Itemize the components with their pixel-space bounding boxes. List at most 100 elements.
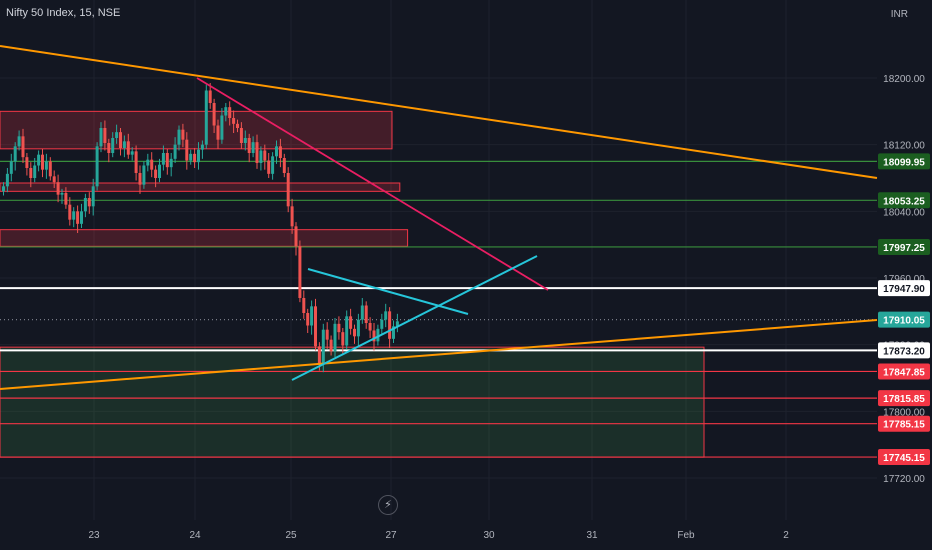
- candle-body: [212, 103, 216, 126]
- level-badge-label: 17997.25: [883, 243, 925, 254]
- y-tick-label: 18120.00: [883, 141, 925, 152]
- candle-body: [310, 306, 314, 326]
- candle-body: [119, 132, 122, 148]
- candle-body: [115, 132, 119, 138]
- candle-body: [48, 161, 52, 177]
- candle-body: [267, 160, 271, 174]
- candle-body: [44, 161, 48, 170]
- level-badge[interactable]: [878, 280, 930, 297]
- candle-body: [177, 129, 181, 145]
- candle-body: [76, 211, 80, 224]
- candle-body: [263, 150, 267, 161]
- candle-body: [68, 204, 72, 220]
- level-badge[interactable]: [878, 415, 930, 432]
- candle-body: [72, 211, 76, 220]
- supply-zone: [0, 110, 393, 150]
- y-tick-label: 17960.00: [883, 274, 925, 285]
- level-badge[interactable]: [878, 449, 930, 466]
- level-badge[interactable]: [878, 390, 930, 407]
- x-tick-label: 27: [385, 530, 397, 541]
- candle-body: [146, 159, 150, 166]
- y-tick-label: 17720.00: [883, 474, 925, 485]
- x-tick-label: 24: [189, 530, 201, 541]
- candle-body: [165, 153, 169, 168]
- level-badge-label: 17910.05: [883, 316, 925, 327]
- candle-body: [224, 107, 228, 116]
- candle-body: [134, 151, 138, 173]
- candle-body: [329, 339, 333, 352]
- candle-body: [193, 153, 197, 163]
- symbol-title[interactable]: Nifty 50 Index, 15, NSE: [6, 7, 121, 19]
- candle-body: [91, 186, 95, 207]
- candle-body: [41, 154, 44, 170]
- trendline: [0, 45, 878, 179]
- candle-body: [56, 182, 60, 195]
- candle-body: [333, 323, 337, 352]
- candle-body: [259, 150, 263, 163]
- level-badge-label: 17847.85: [883, 367, 925, 378]
- candle-body: [158, 164, 161, 178]
- candle-body: [204, 90, 208, 145]
- level-badge[interactable]: [878, 363, 930, 380]
- candle-body: [33, 165, 37, 178]
- x-tick-label: 2: [783, 530, 789, 541]
- x-tick-label: 31: [586, 530, 598, 541]
- candle-body: [95, 146, 99, 187]
- level-badge[interactable]: [878, 311, 930, 328]
- candle-body: [271, 156, 275, 174]
- candle-body: [142, 165, 146, 185]
- candle-body: [189, 153, 193, 161]
- candle-body: [290, 206, 294, 227]
- x-tick-label: 30: [483, 530, 495, 541]
- lightning-bolt-icon[interactable]: ⚡: [378, 495, 398, 515]
- horizontal-levels: [0, 160, 877, 458]
- candle-body: [278, 146, 282, 158]
- candle-body: [138, 173, 142, 185]
- price-axis[interactable]: 18200.0018120.0018040.0017960.0017880.00…: [878, 74, 930, 485]
- candle-body: [87, 198, 91, 207]
- candle-body: [255, 142, 259, 163]
- supply-zone: [0, 229, 409, 247]
- candle-body: [17, 136, 21, 147]
- candle-body: [52, 176, 56, 183]
- candle-body: [286, 173, 290, 207]
- candle-body: [337, 323, 341, 333]
- candle-body: [294, 226, 298, 247]
- candle-body: [173, 144, 177, 159]
- candle-body: [181, 129, 185, 140]
- candle-body: [356, 319, 360, 337]
- x-tick-label: Feb: [677, 530, 695, 541]
- y-tick-label: 18040.00: [883, 207, 925, 218]
- candle-body: [251, 142, 255, 153]
- candle-body: [314, 306, 317, 347]
- candle-body: [243, 138, 247, 143]
- level-badge[interactable]: [878, 238, 930, 255]
- level-badge[interactable]: [878, 192, 930, 209]
- x-tick-label: 23: [88, 530, 100, 541]
- level-badge[interactable]: [878, 342, 930, 359]
- candle-body: [302, 298, 306, 313]
- trendline: [196, 77, 549, 291]
- candle-body: [360, 305, 364, 320]
- time-axis[interactable]: 23 24 25 27 30 31 Feb 2: [88, 530, 789, 541]
- demand-zone: [0, 346, 705, 458]
- candle-body: [126, 141, 130, 155]
- candle-body: [349, 316, 353, 329]
- level-badge-label: 17873.20: [883, 346, 925, 357]
- candle-body: [60, 193, 64, 195]
- level-badge-label: 17815.85: [883, 394, 925, 405]
- candle-body: [321, 329, 325, 365]
- candle-body: [161, 153, 165, 165]
- candle-body: [345, 316, 349, 346]
- candle-body: [5, 173, 9, 187]
- supply-zone: [0, 182, 401, 192]
- candle-body: [169, 158, 173, 168]
- level-badge[interactable]: [878, 153, 930, 170]
- candle-body: [111, 138, 115, 153]
- trendline: [291, 255, 538, 381]
- candle-body: [239, 128, 243, 143]
- trendline: [307, 268, 469, 315]
- chart-grid: [0, 0, 877, 520]
- candle-body: [220, 115, 224, 140]
